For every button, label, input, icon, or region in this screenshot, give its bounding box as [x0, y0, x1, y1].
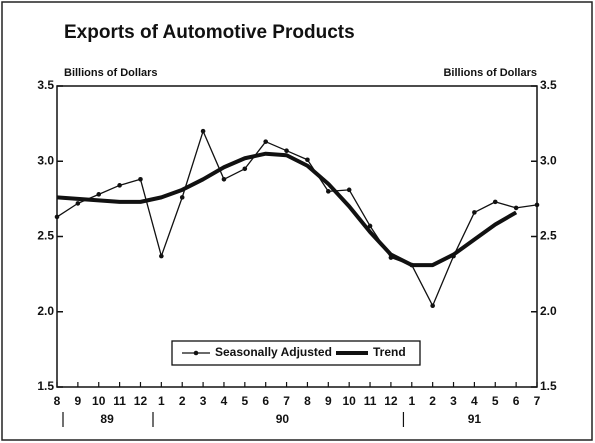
x-tick-label: 2	[429, 394, 436, 408]
y-tick-label: 3.5	[37, 78, 54, 92]
y-tick-label: 2.0	[37, 304, 54, 318]
legend-box	[171, 340, 421, 366]
line-series	[56, 151, 518, 268]
x-tick-label: 2	[179, 394, 186, 408]
legend-label: Seasonally Adjusted	[215, 345, 332, 359]
data-point	[451, 253, 456, 259]
y-tick-label: 2.5	[37, 229, 54, 243]
x-tick-label: 5	[492, 394, 499, 408]
y2-tick-label: 2.0	[540, 304, 557, 318]
data-point	[326, 189, 331, 194]
x-tick-label: 12	[134, 394, 148, 408]
data-point	[492, 199, 498, 205]
x-tick-label: 11	[364, 394, 377, 408]
legend-label: Trend	[373, 345, 406, 359]
data-point	[159, 253, 164, 259]
year-label: 91	[468, 412, 482, 426]
y2-tick-label: 1.5	[540, 379, 557, 393]
y2-tick-label: 3.0	[540, 153, 557, 167]
data-point	[75, 201, 81, 206]
data-point	[388, 255, 394, 260]
data-point	[263, 139, 268, 144]
x-tick-label: 8	[54, 394, 61, 408]
data-point	[54, 214, 60, 220]
data-point	[305, 157, 310, 163]
y-axis-label: Billions of Dollars	[64, 67, 158, 79]
x-tick-label: 11	[113, 394, 126, 408]
y-tick-label: 1.5	[37, 379, 54, 393]
x-tick-label: 6	[262, 394, 269, 408]
x-tick-label: 9	[75, 394, 82, 408]
data-point	[284, 148, 289, 154]
legend-swatch-dot	[193, 350, 199, 356]
x-tick-label: 9	[325, 394, 332, 408]
x-tick-label: 12	[384, 394, 398, 408]
line-series	[56, 130, 538, 307]
y2-axis-label: Billions of Dollars	[443, 67, 537, 79]
y2-tick-label: 3.5	[540, 78, 557, 92]
data-point	[96, 192, 102, 197]
x-tick-label: 3	[200, 394, 207, 408]
x-tick-label: 5	[241, 394, 248, 408]
year-label: 89	[100, 412, 114, 426]
data-point	[200, 128, 206, 134]
chart-title: Exports of Automotive Products	[64, 22, 355, 43]
data-point	[367, 223, 373, 229]
data-point	[472, 210, 477, 215]
data-point	[409, 262, 415, 268]
x-tick-label: 1	[158, 394, 165, 408]
x-tick-label: 10	[342, 394, 356, 408]
data-point	[242, 166, 248, 172]
x-tick-label: 4	[471, 394, 478, 408]
y2-tick-label: 2.5	[540, 229, 557, 243]
x-tick-label: 10	[92, 394, 106, 408]
x-tick-label: 7	[283, 394, 290, 408]
data-point	[221, 177, 227, 182]
data-point	[430, 303, 435, 309]
x-tick-label: 7	[534, 394, 541, 408]
x-tick-label: 4	[221, 394, 228, 408]
data-point	[346, 187, 352, 193]
data-point	[179, 195, 185, 200]
y-tick-label: 3.0	[37, 153, 54, 167]
x-tick-label: 8	[304, 394, 311, 408]
x-tick-label: 1	[408, 394, 415, 408]
x-tick-label: 3	[450, 394, 457, 408]
data-point	[534, 202, 540, 208]
data-point	[117, 183, 122, 188]
x-tick-label: 6	[513, 394, 520, 408]
data-point	[513, 205, 519, 211]
year-label: 90	[276, 412, 290, 426]
data-point	[138, 177, 143, 182]
